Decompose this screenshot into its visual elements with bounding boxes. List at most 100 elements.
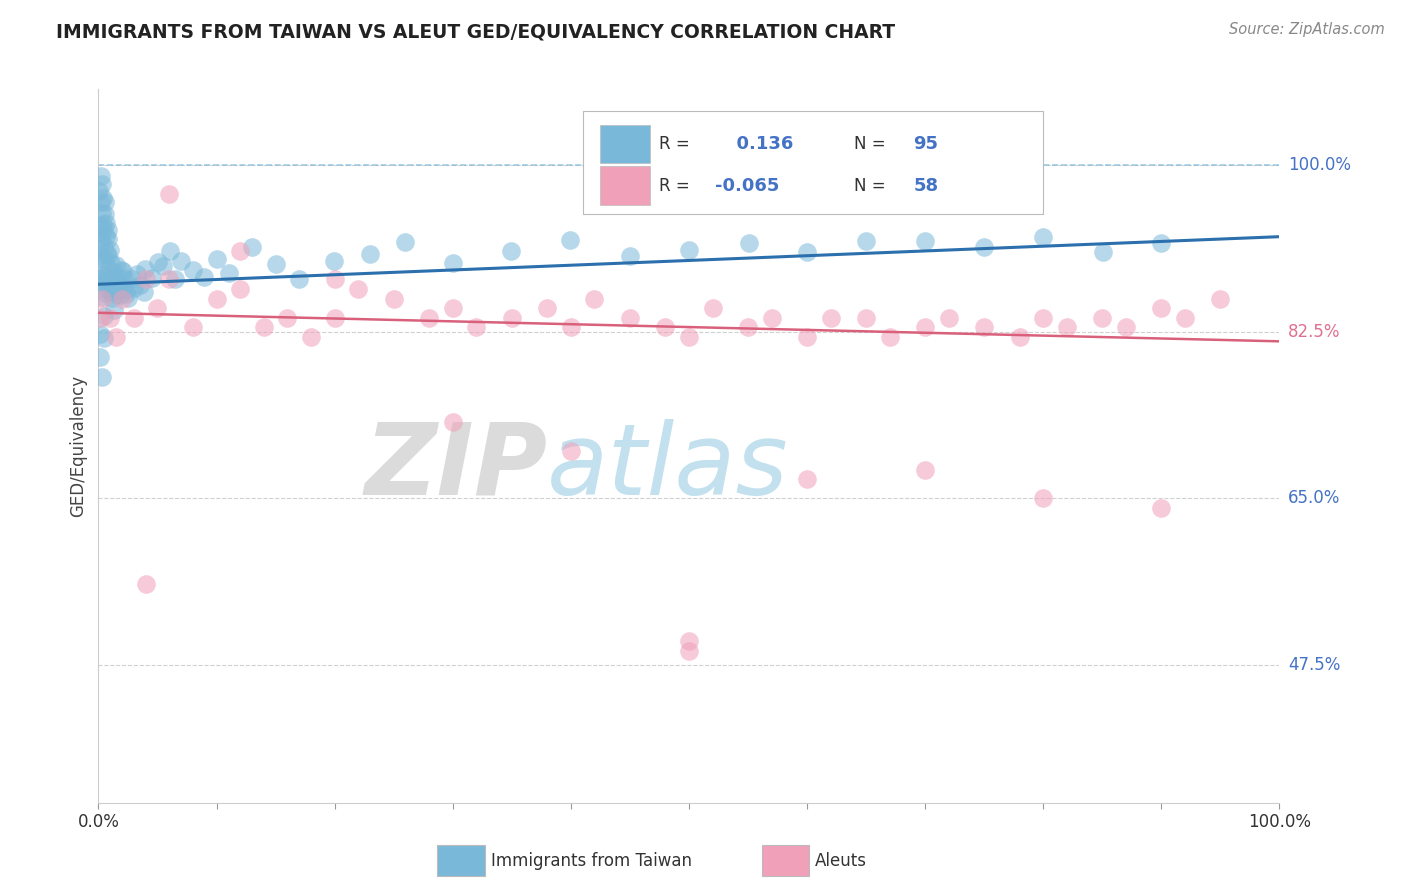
Point (205, 292, 228, 306)
Text: Aleuts: Aleuts (815, 852, 868, 870)
Point (820, 310, 842, 325)
Point (97, 223, 120, 237)
Point (135, 577, 157, 591)
Text: 47.5%: 47.5% (1288, 656, 1340, 673)
Text: -0.065: -0.065 (714, 177, 779, 194)
Point (89, 184, 111, 198)
FancyBboxPatch shape (600, 166, 650, 205)
Point (1091, 310, 1114, 325)
Point (110, 262, 132, 277)
Point (1008, 329, 1031, 343)
Point (1115, 320, 1137, 334)
Point (181, 262, 204, 277)
Point (654, 320, 676, 334)
Point (100, 256, 122, 270)
Point (96, 216, 118, 230)
Point (91, 217, 114, 231)
Point (441, 255, 464, 269)
Text: 82.5%: 82.5% (1288, 323, 1340, 341)
Point (973, 240, 995, 254)
Point (157, 272, 180, 286)
Point (181, 320, 204, 334)
Point (101, 265, 124, 279)
Point (97, 283, 120, 297)
Point (90, 252, 112, 266)
Point (501, 244, 523, 258)
Point (121, 272, 143, 286)
Point (105, 329, 128, 343)
Point (94, 268, 117, 283)
Point (112, 271, 135, 285)
Text: 100.0%: 100.0% (1288, 156, 1351, 174)
Point (94, 207, 117, 221)
Point (796, 329, 818, 343)
Point (288, 272, 311, 286)
Point (737, 236, 759, 251)
Point (132, 285, 155, 299)
Point (1056, 320, 1078, 334)
FancyBboxPatch shape (437, 845, 485, 876)
Text: Source: ZipAtlas.com: Source: ZipAtlas.com (1229, 22, 1385, 37)
Point (93, 275, 115, 289)
Point (115, 287, 138, 301)
Point (122, 281, 145, 295)
Point (108, 288, 131, 302)
Point (107, 273, 129, 287)
Point (111, 263, 134, 277)
Point (105, 258, 128, 272)
Text: N =: N = (855, 136, 886, 153)
Point (394, 235, 416, 249)
Point (914, 320, 936, 334)
Point (105, 287, 128, 301)
Point (90, 234, 112, 248)
Point (93, 240, 115, 254)
Point (89, 219, 111, 233)
Point (536, 301, 558, 315)
Point (1174, 310, 1197, 325)
Point (322, 254, 344, 268)
Point (100, 274, 122, 288)
Point (619, 310, 641, 325)
Y-axis label: GED/Equivalency: GED/Equivalency (69, 375, 87, 517)
Point (938, 310, 960, 325)
Point (253, 320, 276, 334)
Point (103, 302, 125, 317)
Point (111, 280, 134, 294)
Point (1032, 310, 1054, 325)
Point (90, 194, 112, 209)
Point (90, 290, 112, 304)
Point (359, 247, 381, 261)
Point (91, 191, 114, 205)
Point (276, 310, 298, 325)
Point (855, 234, 877, 248)
Point (560, 320, 582, 334)
Point (170, 254, 193, 268)
Text: 58: 58 (914, 177, 938, 194)
Point (115, 283, 138, 297)
Point (103, 270, 125, 285)
Point (107, 285, 129, 299)
Text: 65.0%: 65.0% (1288, 490, 1340, 508)
Point (441, 301, 464, 315)
Point (90, 275, 112, 289)
Point (122, 310, 145, 325)
Point (382, 292, 405, 306)
Point (104, 281, 127, 295)
Point (1032, 491, 1054, 506)
Text: R =: R = (659, 177, 690, 194)
Point (91, 370, 114, 384)
Point (97, 249, 120, 263)
Text: ZIP: ZIP (364, 419, 547, 516)
Point (96, 245, 118, 260)
Point (90, 169, 112, 183)
Point (159, 244, 181, 259)
Point (465, 320, 488, 334)
Point (93, 194, 115, 209)
Point (97, 232, 120, 246)
Point (101, 291, 124, 305)
Point (146, 255, 169, 269)
Point (619, 249, 641, 263)
Point (91, 292, 114, 306)
Point (134, 262, 156, 277)
Point (796, 472, 818, 486)
